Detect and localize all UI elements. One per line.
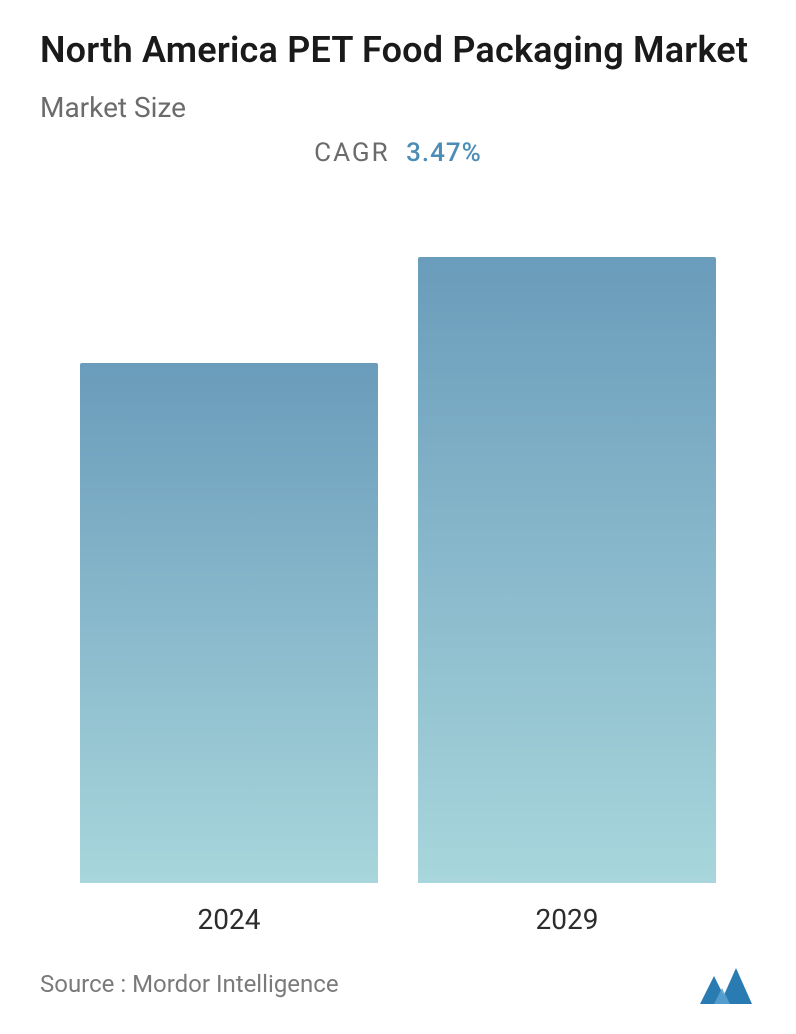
chart-title: North America PET Food Packaging Market [40, 28, 756, 73]
cagr-value: 3.47% [406, 138, 482, 168]
chart-plot-area: 2024 2029 [40, 216, 756, 936]
cagr-row: CAGR 3.47% [40, 138, 756, 168]
bar-group-0: 2024 [80, 363, 377, 936]
cagr-label: CAGR [314, 138, 389, 168]
bar-label-0: 2024 [198, 903, 261, 936]
bar-label-1: 2029 [536, 903, 599, 936]
chart-footer: Source : Mordor Intelligence [40, 936, 756, 1034]
bar-group-1: 2029 [418, 257, 715, 936]
bar-1 [418, 257, 715, 883]
chart-subtitle: Market Size [40, 91, 756, 124]
brand-logo-icon [700, 964, 756, 1004]
bar-0 [80, 363, 377, 883]
source-text: Source : Mordor Intelligence [40, 970, 339, 998]
chart-container: North America PET Food Packaging Market … [0, 0, 796, 1034]
